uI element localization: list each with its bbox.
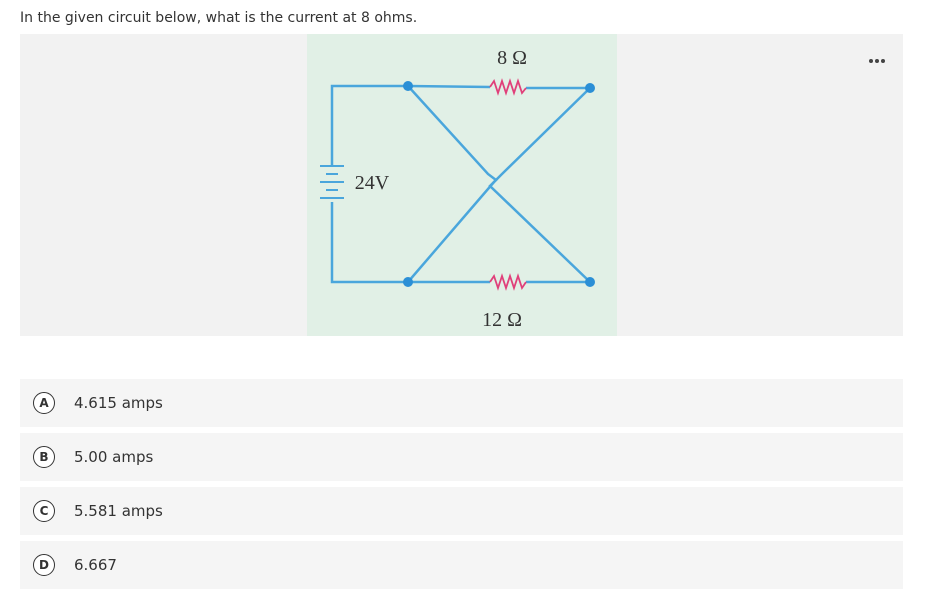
battery-label: 24V [355, 172, 390, 194]
nodes [403, 81, 595, 287]
option[interactable]: B 5.00 amps [20, 433, 903, 481]
option-letter: D [33, 554, 55, 576]
option-text: 6.667 [74, 556, 117, 574]
option[interactable]: C 5.581 amps [20, 487, 903, 535]
resistors [489, 78, 527, 291]
question: In the given circuit below, what is the … [20, 10, 418, 26]
option[interactable]: A 4.615 amps [20, 379, 903, 427]
option-letter: C [33, 500, 55, 522]
more-menu[interactable] [869, 59, 885, 63]
option-letter: B [33, 446, 55, 468]
battery [320, 165, 344, 199]
option-text: 5.00 amps [74, 448, 154, 466]
resistor-label: 12 Ω [482, 309, 522, 331]
figure-bg [307, 34, 617, 336]
option-text: 4.615 amps [74, 394, 163, 412]
option[interactable]: D 6.667 [20, 541, 903, 589]
wires [330, 84, 591, 284]
resistor-label: 8 Ω [497, 47, 527, 69]
circuit: 8 Ω 24V 12 Ω [307, 34, 885, 336]
option-text: 5.581 amps [74, 502, 163, 520]
figure-panel: 8 Ω 24V 12 Ω [20, 34, 903, 336]
option-letter: A [33, 392, 55, 414]
